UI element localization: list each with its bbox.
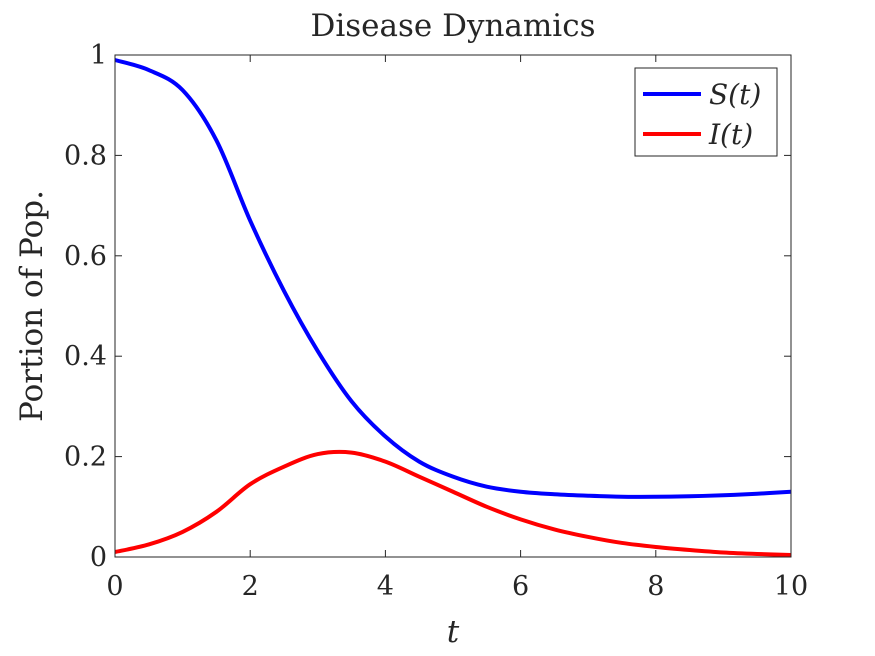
x-tick-label: 0 <box>106 571 123 602</box>
y-axis-label: Portion of Pop. <box>14 190 50 422</box>
series-line-i <box>114 449 792 557</box>
series-layer <box>114 58 792 557</box>
plot-frame <box>114 54 792 558</box>
chart-title: Disease Dynamics <box>310 8 595 44</box>
y-tick-label: 0 <box>90 542 107 573</box>
legend-label: S(t) <box>709 78 761 111</box>
y-tick-label: 1 <box>90 40 107 71</box>
x-axis-label: t <box>447 614 460 650</box>
y-tick-label: 0.4 <box>64 341 107 372</box>
y-tick-label: 0.8 <box>64 140 107 171</box>
x-tick-label: 10 <box>774 571 808 602</box>
legend: S(t) I(t) <box>634 67 778 157</box>
y-tick-label: 0.6 <box>64 241 107 272</box>
x-tick-label: 2 <box>242 571 259 602</box>
legend-label: I(t) <box>708 118 753 151</box>
x-tick-label: 8 <box>647 571 664 602</box>
y-tick-label: 0.2 <box>64 442 107 473</box>
ticks-layer: 0 2 4 6 8 10 0 0.2 0.4 0.6 0.8 1 <box>64 40 808 602</box>
legend-box <box>634 67 778 157</box>
series-line-s <box>114 58 792 499</box>
x-tick-label: 4 <box>377 571 394 602</box>
x-tick-label: 6 <box>512 571 529 602</box>
